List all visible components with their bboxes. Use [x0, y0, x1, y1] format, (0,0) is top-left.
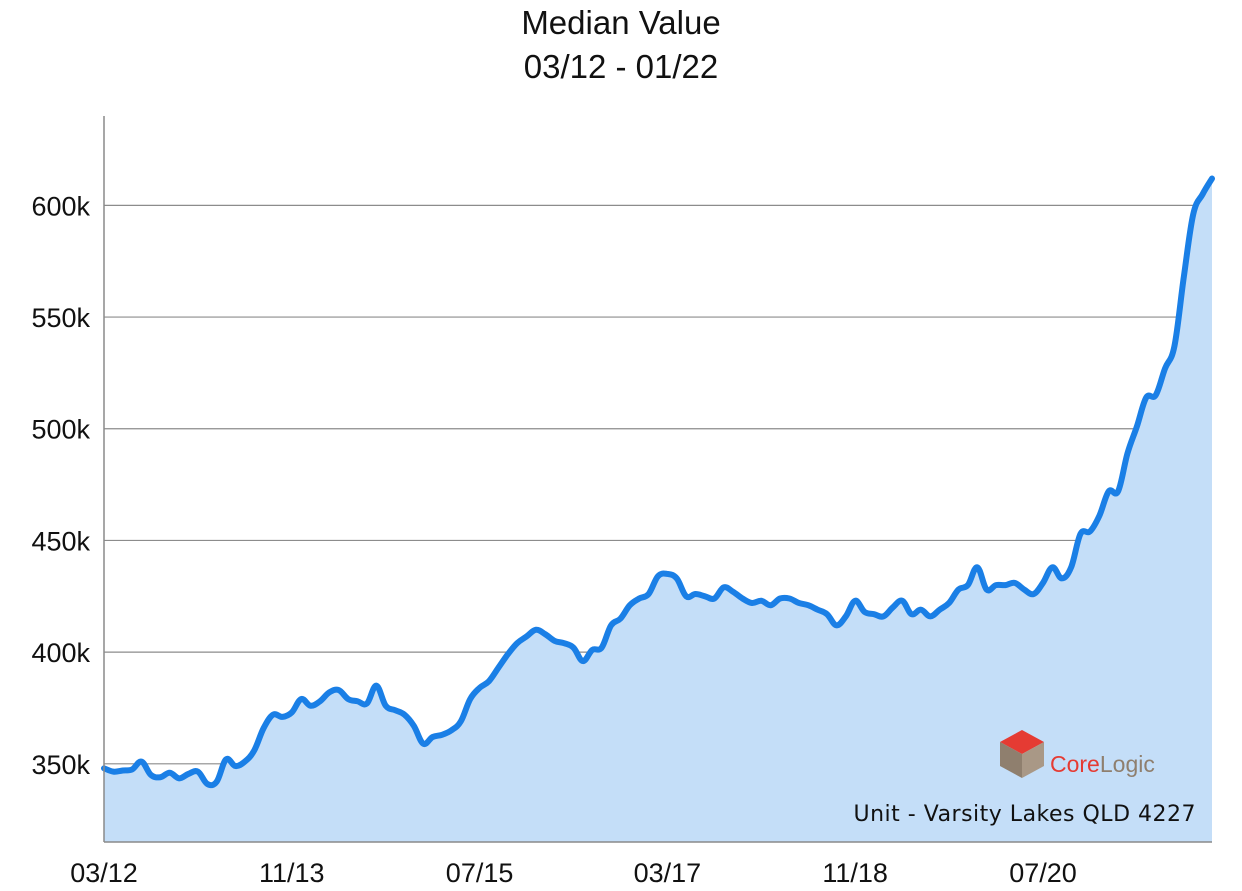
corelogic-brand-core: Core — [1050, 751, 1100, 777]
y-tick-labels: 350k 400k 450k 500k 550k 600k — [31, 191, 90, 779]
x-tick-label: 11/18 — [822, 858, 888, 888]
chart-title: Median Value — [521, 4, 721, 41]
corelogic-brand-logic: Logic — [1100, 751, 1155, 777]
x-tick-label: 03/17 — [634, 858, 702, 888]
property-caption: Unit - Varsity Lakes QLD 4227 — [854, 802, 1196, 827]
x-tick-label: 07/15 — [446, 858, 514, 888]
x-tick-label: 03/12 — [70, 858, 138, 888]
chart-subtitle: 03/12 - 01/22 — [523, 48, 719, 85]
y-tick-label: 450k — [31, 526, 90, 556]
corelogic-logo: CoreLogic — [1000, 730, 1155, 778]
series-area-fill — [104, 178, 1212, 843]
y-tick-label: 550k — [31, 303, 90, 333]
series-line — [101, 175, 1215, 789]
y-tick-label: 500k — [31, 415, 90, 445]
y-tick-label: 600k — [31, 191, 90, 221]
corelogic-brand-text: CoreLogic — [1050, 751, 1155, 777]
x-tick-label: 11/13 — [259, 858, 325, 888]
x-tick-label: 07/20 — [1009, 858, 1077, 888]
x-tick-labels: 03/12 11/13 07/15 03/17 11/18 07/20 — [70, 858, 1077, 888]
y-tick-label: 400k — [31, 638, 90, 668]
y-tick-label: 350k — [31, 750, 90, 780]
corelogic-cube-icon — [1000, 730, 1044, 778]
